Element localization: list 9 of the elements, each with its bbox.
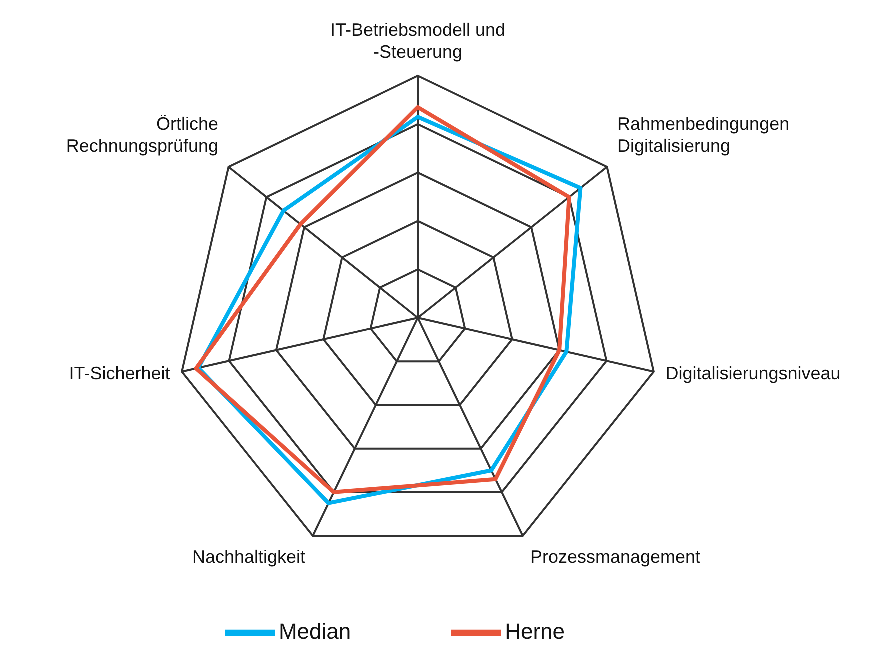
legend-label: Herne: [505, 618, 566, 644]
spoke-label: Digitalisierungsniveau: [666, 364, 841, 384]
legend-label: Median: [278, 618, 352, 644]
spoke-label: IT-Sicherheit: [69, 364, 170, 384]
spoke-label: Prozessmanagement: [530, 547, 701, 568]
spoke-label: IT-Betriebsmodell und -Steuerung: [330, 20, 506, 62]
spoke-label: Rahmenbedingungen Digitalisierung: [617, 114, 790, 156]
spoke-label: Nachhaltigkeit: [192, 547, 306, 568]
spoke-label: Örtliche Rechnungsprüfung: [66, 114, 219, 156]
